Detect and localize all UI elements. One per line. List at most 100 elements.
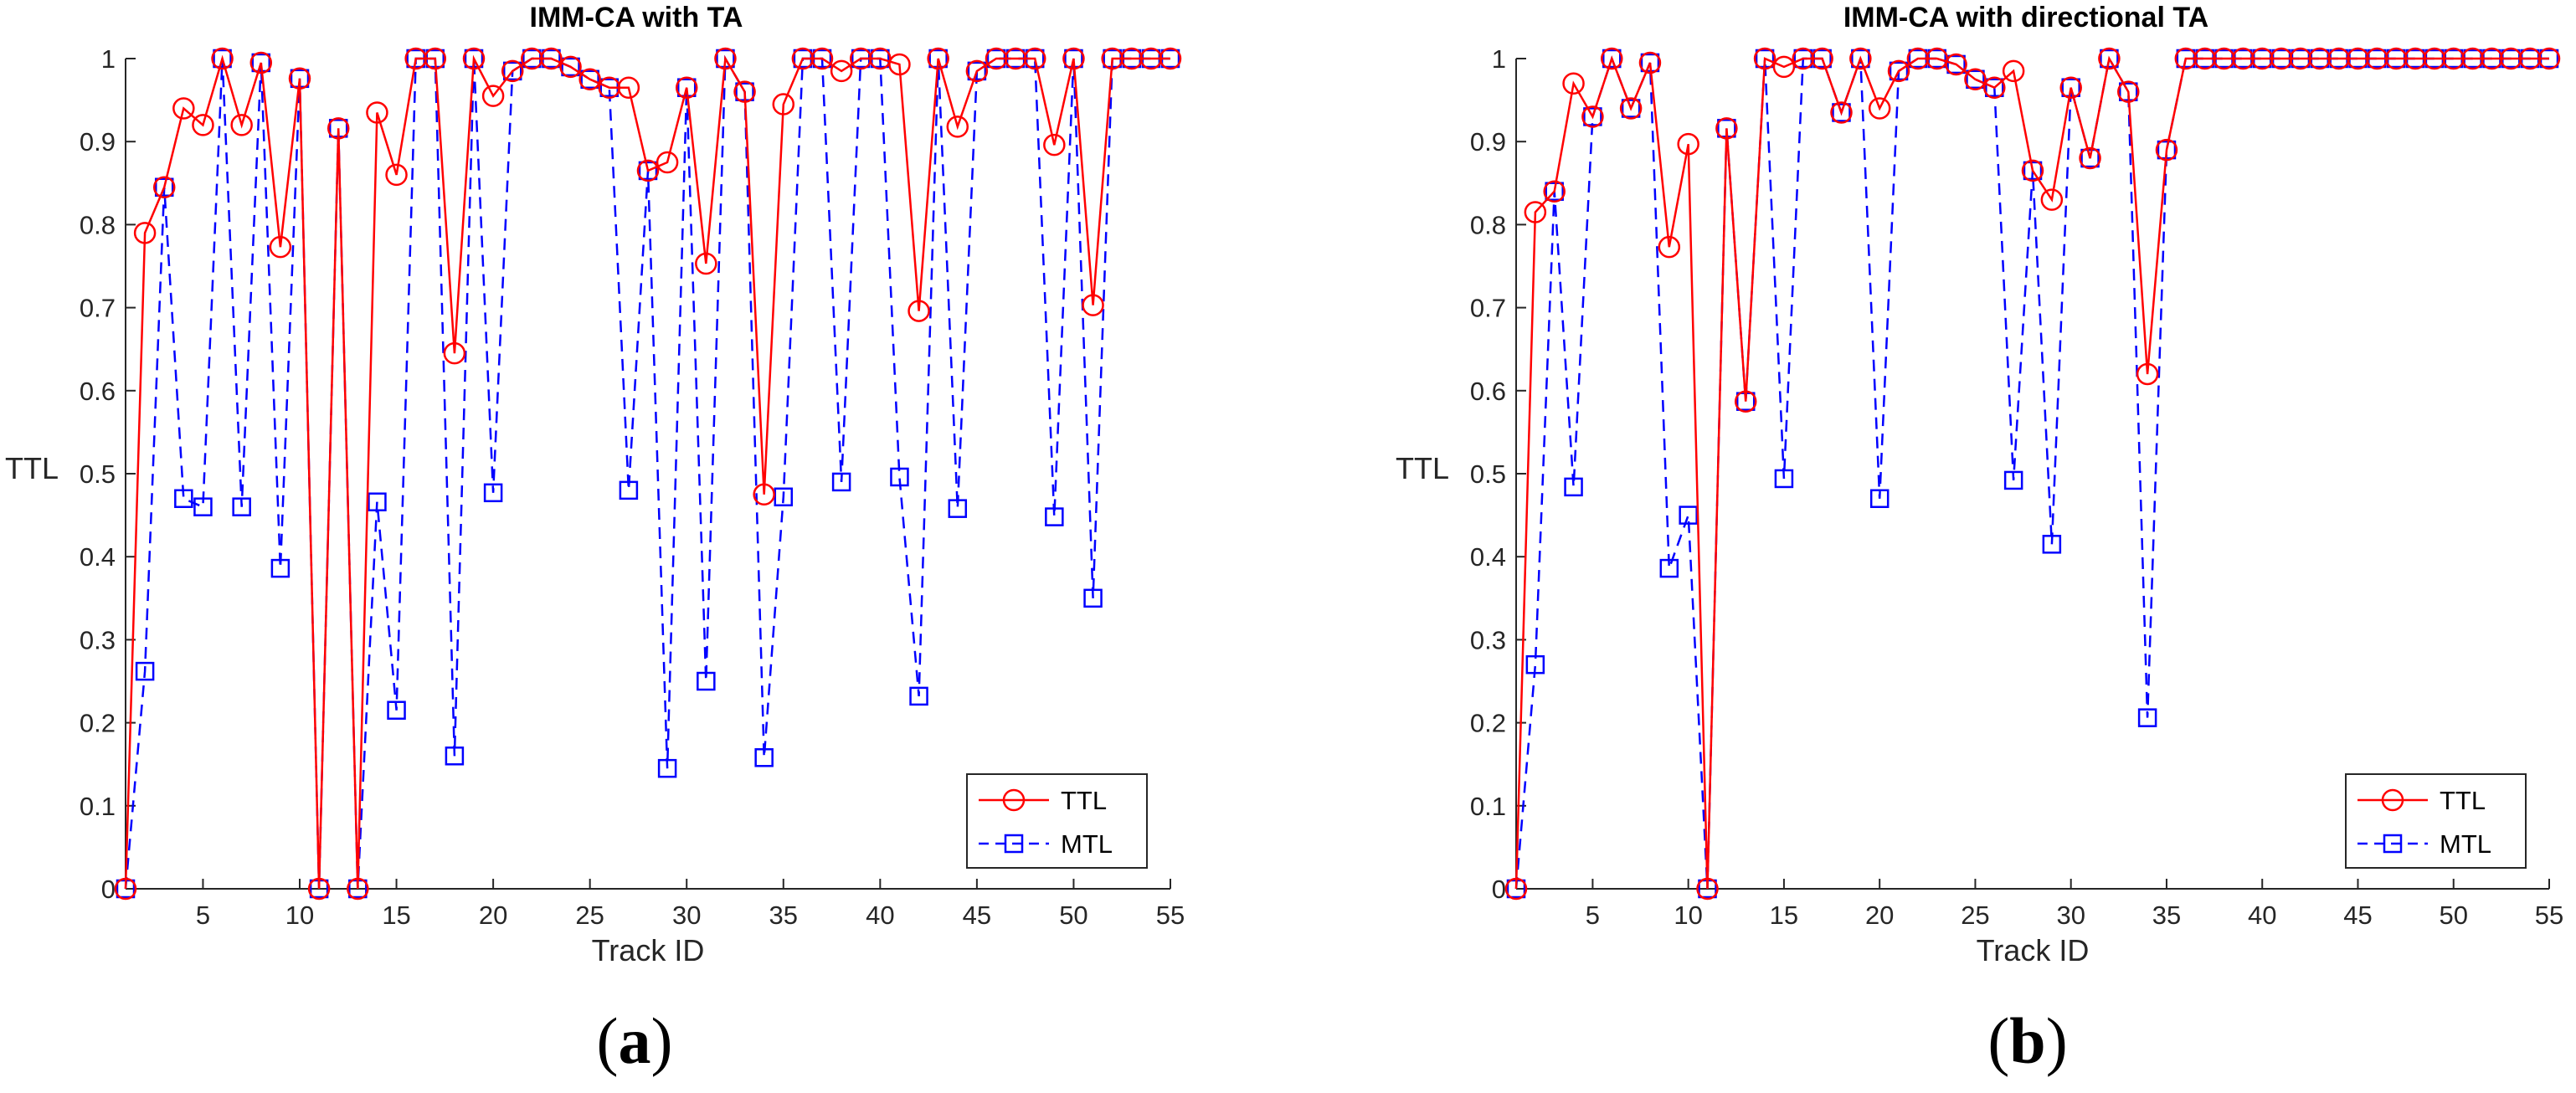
data-point-ttl	[1964, 68, 1987, 91]
data-point-mtl	[135, 661, 155, 681]
data-point-ttl	[1811, 47, 1833, 70]
y-tick-label: 0.6	[1470, 377, 1506, 406]
series-ttl	[1504, 47, 2561, 901]
data-point-mtl	[2003, 470, 2023, 490]
data-point-mtl	[1946, 54, 1966, 74]
data-point-mtl	[2100, 49, 2119, 69]
data-point-ttl	[1562, 72, 1585, 95]
series-line-ttl	[124, 54, 1170, 890]
data-point-mtl	[1869, 489, 1890, 509]
data-point-ttl	[269, 235, 292, 259]
data-point-mtl	[2061, 78, 2080, 97]
y-tick-label: 0.1	[1470, 792, 1506, 821]
data-point-ttl	[772, 93, 795, 115]
x-tick-label: 15	[382, 901, 410, 930]
data-point-ttl	[2537, 47, 2561, 70]
y-tick-label: 0.8	[1470, 210, 1506, 239]
data-point-ttl	[1868, 97, 1891, 120]
data-point-ttl	[1945, 53, 1967, 76]
data-point-ttl	[830, 59, 853, 83]
data-point-mtl	[580, 69, 599, 90]
y-tick-label: 0.9	[1470, 127, 1506, 157]
y-tick-label: 0.5	[80, 459, 116, 489]
data-point-ttl	[927, 47, 949, 70]
x-tick-label: 50	[2439, 901, 2467, 930]
data-point-ttl	[675, 76, 698, 99]
y-tick-label: 0.3	[80, 625, 116, 654]
data-point-mtl	[154, 177, 174, 198]
data-point-ttl	[636, 159, 660, 182]
x-tick-label: 30	[2056, 901, 2085, 930]
panel-letter: a	[619, 1004, 651, 1077]
y-tick-label: 0.5	[1470, 459, 1506, 489]
data-point-ttl	[1677, 132, 1699, 156]
data-point-ttl	[2117, 80, 2140, 103]
data-point-ttl	[753, 483, 775, 506]
x-tick-label: 25	[1961, 901, 1989, 930]
data-point-ttl	[443, 341, 466, 365]
data-point-ttl	[481, 85, 505, 107]
panel-a: 5 10 15 20 25 30 35 40 45 50 55 0 0.1 0.2 0.3 0.4 0.5 0.6…	[5, 2, 1185, 1077]
legend-box	[2345, 773, 2527, 869]
data-point-ttl	[366, 101, 388, 124]
data-point-ttl	[1983, 76, 2006, 99]
legend-marker-mtl	[2383, 834, 2403, 854]
data-point-ttl	[114, 877, 137, 901]
data-point-ttl	[1159, 47, 1182, 70]
legend-marker-mtl	[1004, 834, 1024, 854]
x-tick-label: 40	[866, 901, 894, 930]
data-point-ttl	[2021, 159, 2044, 182]
panel-caption: (b)	[1987, 1004, 2067, 1077]
data-point-mtl	[890, 467, 909, 487]
data-point-ttl	[733, 80, 756, 103]
series-line-ttl	[1514, 55, 2549, 890]
data-point-ttl	[1082, 294, 1104, 316]
data-point-mtl	[2042, 535, 2062, 554]
data-point-ttl	[326, 117, 350, 140]
data-point-mtl	[1045, 507, 1064, 526]
data-point-mtl	[1525, 654, 1545, 675]
legend-marker-ttl	[1002, 788, 1026, 812]
y-tick-label: 0.7	[80, 294, 116, 323]
y-tick-label: 0.9	[80, 127, 116, 157]
data-point-mtl	[445, 747, 465, 766]
x-tick-label: 35	[769, 901, 798, 930]
x-tick-label: 45	[963, 901, 991, 930]
x-tick-label: 5	[1586, 901, 1600, 930]
data-point-ttl	[1715, 117, 1738, 140]
x-tick-label: 25	[575, 901, 604, 930]
data-point-ttl	[1638, 51, 1662, 74]
chart-title: IMM-CA with directional TA	[1843, 2, 2208, 33]
x-tick-label: 20	[1865, 901, 1894, 930]
data-point-ttl	[2040, 188, 2064, 211]
y-tick-label: 0.4	[80, 542, 116, 572]
data-point-mtl	[754, 748, 774, 767]
x-tick-label: 15	[1770, 901, 1798, 930]
x-tick-label: 10	[1674, 901, 1702, 930]
data-point-mtl	[2137, 708, 2157, 727]
data-point-ttl	[288, 67, 311, 90]
data-point-ttl	[559, 55, 582, 79]
data-point-ttl	[965, 59, 989, 83]
data-point-mtl	[213, 49, 232, 69]
data-point-ttl	[385, 163, 408, 187]
data-point-mtl	[1083, 588, 1103, 608]
y-tick-label: 0.2	[1470, 709, 1506, 738]
panel-b: 5 10 15 20 25 30 35 40 45 50 55 0 0.1 0.2 0.3 0.4 0.5 0.6…	[1396, 2, 2563, 1077]
series-mtl	[1506, 49, 2559, 899]
data-point-ttl	[810, 47, 834, 70]
data-point-ttl	[1696, 877, 1719, 901]
data-point-mtl	[270, 558, 291, 578]
data-point-ttl	[908, 300, 930, 322]
y-tick-label: 1	[1492, 44, 1506, 74]
data-point-mtl	[232, 497, 251, 516]
data-point-mtl	[483, 483, 503, 503]
data-point-ttl	[2098, 47, 2121, 70]
y-tick-label: 0.6	[80, 377, 116, 406]
data-point-ttl	[1581, 105, 1604, 128]
y-tick-label: 0.1	[80, 792, 116, 821]
data-point-mtl	[2080, 148, 2100, 168]
data-point-ttl	[211, 47, 234, 70]
data-point-ttl	[714, 47, 737, 70]
